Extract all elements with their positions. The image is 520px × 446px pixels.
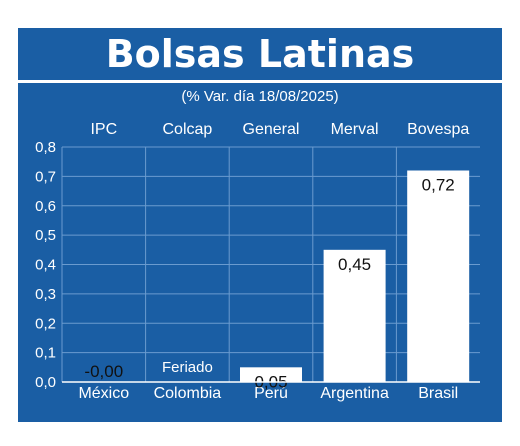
index-name-label: IPC	[90, 121, 117, 138]
bar	[240, 367, 302, 382]
x-tick-label: México	[78, 385, 129, 402]
index-name-label: Bovespa	[407, 121, 469, 138]
y-tick-label: 0,4	[35, 257, 56, 274]
x-tick-label: Brasil	[418, 385, 458, 402]
data-label: 0,72	[422, 176, 455, 195]
index-name-label: Colcap	[162, 121, 212, 138]
data-label: 0,45	[338, 255, 371, 274]
y-tick-label: 0,6	[35, 198, 56, 215]
chart-title: Bolsas Latinas	[105, 32, 415, 76]
y-tick-label: 0,0	[35, 374, 56, 391]
y-tick-label: 0,7	[35, 168, 56, 185]
y-tick-label: 0,3	[35, 286, 56, 303]
y-tick-label: 0,2	[35, 315, 56, 332]
data-label: -0,00	[84, 362, 123, 381]
data-label: Feriado	[162, 359, 213, 376]
bar	[407, 170, 470, 382]
chart-subtitle: (% Var. día 18/08/2025)	[181, 88, 339, 105]
index-name-label: General	[243, 121, 300, 138]
y-tick-label: 0,1	[35, 345, 56, 362]
title-bar: Bolsas Latinas	[18, 28, 502, 83]
y-tick-label: 0,8	[35, 139, 56, 156]
x-tick-label: Colombia	[154, 385, 222, 402]
x-tick-label: Argentina	[320, 385, 389, 402]
y-tick-label: 0,5	[35, 227, 56, 244]
x-tick-label: Perú	[254, 385, 288, 402]
bar	[323, 249, 386, 382]
index-name-label: Merval	[331, 121, 379, 138]
